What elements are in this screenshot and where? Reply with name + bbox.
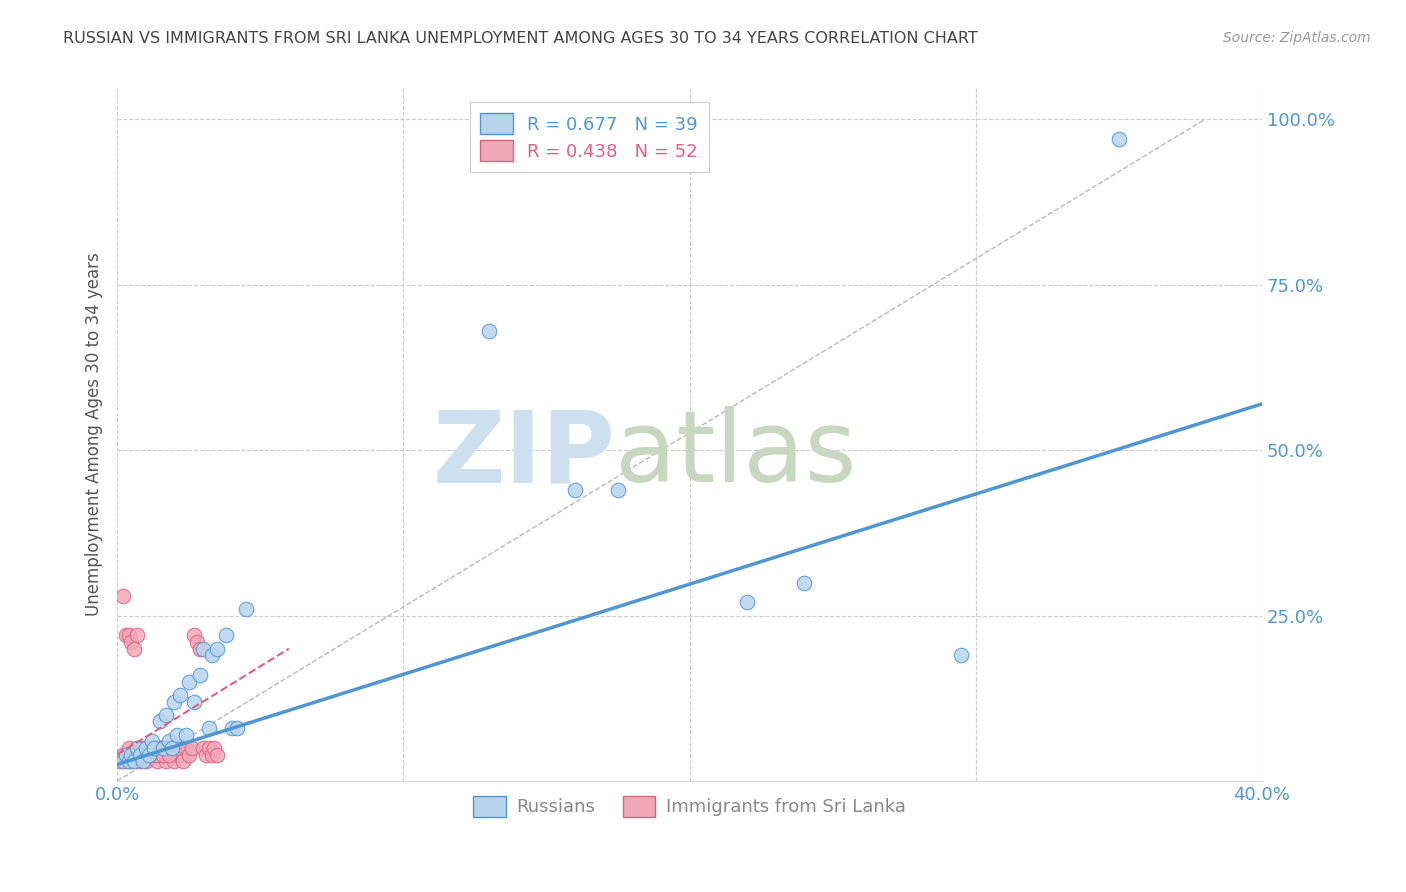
Point bbox=[735, 595, 758, 609]
Point bbox=[111, 747, 134, 762]
Point bbox=[132, 747, 155, 762]
Point bbox=[174, 740, 197, 755]
Point bbox=[157, 747, 180, 762]
Point bbox=[124, 641, 146, 656]
Point bbox=[157, 740, 180, 755]
Point bbox=[564, 483, 586, 497]
Point bbox=[177, 747, 200, 762]
Point bbox=[152, 747, 174, 762]
Point bbox=[478, 324, 501, 338]
Point bbox=[114, 628, 136, 642]
Point bbox=[188, 641, 211, 656]
Point bbox=[117, 628, 139, 642]
Point bbox=[152, 740, 174, 755]
Point bbox=[950, 648, 973, 663]
Point bbox=[135, 754, 157, 768]
Point bbox=[111, 754, 134, 768]
Point bbox=[143, 740, 166, 755]
Point bbox=[226, 721, 249, 735]
Point bbox=[127, 740, 149, 755]
Point bbox=[183, 695, 205, 709]
Text: ZIP: ZIP bbox=[432, 406, 616, 503]
Point bbox=[108, 754, 131, 768]
Point bbox=[152, 747, 174, 762]
Point bbox=[141, 734, 163, 748]
Point bbox=[127, 740, 149, 755]
Point bbox=[149, 740, 172, 755]
Text: RUSSIAN VS IMMIGRANTS FROM SRI LANKA UNEMPLOYMENT AMONG AGES 30 TO 34 YEARS CORR: RUSSIAN VS IMMIGRANTS FROM SRI LANKA UNE… bbox=[63, 31, 979, 46]
Point bbox=[1108, 132, 1130, 146]
Point bbox=[191, 740, 214, 755]
Point bbox=[201, 747, 224, 762]
Point bbox=[197, 721, 219, 735]
Point bbox=[149, 714, 172, 729]
Point bbox=[124, 754, 146, 768]
Point bbox=[141, 740, 163, 755]
Point bbox=[194, 747, 217, 762]
Point bbox=[138, 740, 160, 755]
Text: Source: ZipAtlas.com: Source: ZipAtlas.com bbox=[1223, 31, 1371, 45]
Point bbox=[129, 747, 152, 762]
Point bbox=[129, 747, 152, 762]
Point bbox=[207, 747, 229, 762]
Point bbox=[117, 754, 139, 768]
Point bbox=[149, 740, 172, 755]
Point bbox=[157, 734, 180, 748]
Point bbox=[155, 754, 177, 768]
Point bbox=[135, 747, 157, 762]
Point bbox=[160, 740, 183, 755]
Point bbox=[215, 628, 238, 642]
Point bbox=[127, 628, 149, 642]
Point bbox=[141, 747, 163, 762]
Point bbox=[121, 754, 143, 768]
Point bbox=[197, 740, 219, 755]
Y-axis label: Unemployment Among Ages 30 to 34 years: Unemployment Among Ages 30 to 34 years bbox=[86, 252, 103, 615]
Point bbox=[135, 740, 157, 755]
Point bbox=[180, 740, 202, 755]
Point bbox=[132, 754, 155, 768]
Point bbox=[174, 728, 197, 742]
Point bbox=[143, 740, 166, 755]
Point bbox=[163, 695, 186, 709]
Point bbox=[207, 641, 229, 656]
Point bbox=[138, 747, 160, 762]
Point bbox=[793, 575, 815, 590]
Point bbox=[169, 688, 191, 702]
Point bbox=[204, 740, 226, 755]
Point bbox=[111, 589, 134, 603]
Point bbox=[188, 668, 211, 682]
Point bbox=[155, 707, 177, 722]
Point bbox=[221, 721, 243, 735]
Point bbox=[114, 747, 136, 762]
Point bbox=[124, 747, 146, 762]
Text: atlas: atlas bbox=[616, 406, 856, 503]
Point bbox=[160, 747, 183, 762]
Point bbox=[146, 754, 169, 768]
Point bbox=[138, 747, 160, 762]
Point bbox=[169, 747, 191, 762]
Point bbox=[191, 641, 214, 656]
Point bbox=[143, 747, 166, 762]
Point bbox=[163, 754, 186, 768]
Point bbox=[201, 648, 224, 663]
Point bbox=[166, 728, 188, 742]
Point bbox=[172, 754, 194, 768]
Point bbox=[114, 754, 136, 768]
Point bbox=[132, 740, 155, 755]
Point bbox=[117, 740, 139, 755]
Point bbox=[166, 740, 188, 755]
Point bbox=[607, 483, 630, 497]
Point bbox=[129, 754, 152, 768]
Point bbox=[183, 628, 205, 642]
Legend: Russians, Immigrants from Sri Lanka: Russians, Immigrants from Sri Lanka bbox=[465, 789, 912, 824]
Point bbox=[235, 602, 257, 616]
Point bbox=[121, 635, 143, 649]
Point bbox=[186, 635, 208, 649]
Point bbox=[177, 674, 200, 689]
Point bbox=[121, 747, 143, 762]
Point bbox=[155, 740, 177, 755]
Point bbox=[146, 747, 169, 762]
